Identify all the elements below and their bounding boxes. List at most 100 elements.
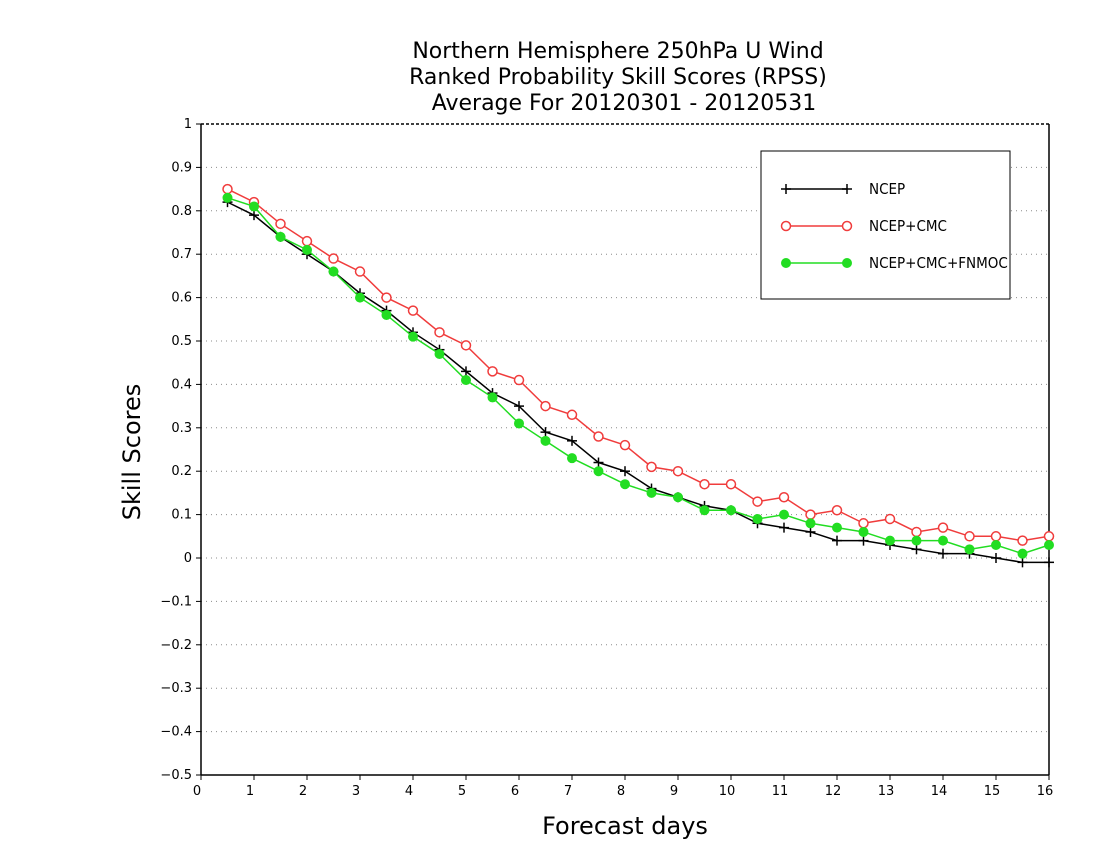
y-tick-label: 0.4 — [171, 377, 192, 392]
series-point — [646, 487, 657, 498]
series-point — [937, 522, 949, 533]
series-point — [646, 461, 657, 473]
series-point — [842, 258, 852, 268]
series-point — [858, 518, 869, 529]
x-tick-label: 6 — [511, 784, 519, 799]
chart-title-line-3: Average For 20120301 - 20120531 — [432, 91, 817, 116]
series-point — [222, 192, 233, 203]
y-tick-label: 0 — [184, 551, 192, 566]
x-tick-label: 14 — [931, 784, 948, 799]
series-point — [355, 292, 365, 303]
series-point — [726, 505, 736, 516]
series-point — [434, 327, 445, 338]
y-tick-label: 1 — [184, 117, 192, 132]
x-tick-label: 4 — [405, 784, 413, 799]
series-point — [567, 435, 577, 446]
series-point — [619, 439, 631, 451]
y-axis-label: Skill Scores — [118, 384, 146, 521]
series-point — [805, 518, 816, 529]
series-point — [841, 220, 853, 232]
x-tick-label: 12 — [825, 784, 842, 799]
series-point — [1044, 557, 1054, 568]
y-tick-label: 0.1 — [171, 508, 192, 523]
legend: NCEP NCEP+CMC NCEP+CMC+FNMOC — [760, 150, 1011, 300]
series-point — [842, 184, 852, 194]
series-point — [884, 513, 896, 525]
series-ncep — [222, 197, 1054, 568]
series-point — [408, 331, 418, 342]
series-point — [1017, 557, 1028, 568]
series-point — [805, 526, 816, 537]
series-point — [991, 553, 1001, 563]
series-point — [460, 340, 472, 351]
legend-box — [760, 150, 1011, 300]
chart-title: Northern Hemisphere 250hPa U Wind Ranked… — [409, 39, 827, 116]
axes: −0.5 −0.4 −0.3 −0.2 −0.1 0 0.1 0.2 0.3 0.4 0.5 0.6 0… — [160, 117, 1053, 799]
series-point — [778, 491, 790, 503]
series-point — [858, 526, 869, 537]
legend-label: NCEP+CMC+FNMOC — [869, 254, 1008, 272]
y-tick-label: 0.7 — [171, 247, 192, 262]
x-tick-label: 9 — [670, 784, 678, 799]
x-tick-label: 8 — [617, 784, 625, 799]
series-point — [938, 535, 948, 546]
chart-title-line-1: Northern Hemisphere 250hPa U Wind — [412, 39, 823, 64]
series-point — [1043, 531, 1055, 542]
y-tick-label: 0.2 — [171, 464, 192, 479]
series-point — [725, 478, 737, 490]
series-point — [911, 526, 922, 538]
series-point — [885, 535, 895, 546]
series-point — [514, 401, 524, 412]
series-point — [673, 492, 683, 503]
y-tick-label: 0.6 — [171, 291, 192, 306]
x-tick-label: 15 — [984, 784, 1001, 799]
series-ncep-cmc-fnmoc — [222, 192, 1054, 559]
series-point — [381, 292, 392, 303]
series-point — [354, 266, 366, 277]
series-point — [752, 513, 763, 524]
y-tick-label: −0.3 — [160, 681, 192, 696]
series-point — [805, 509, 816, 520]
series-point — [832, 522, 842, 533]
series-point — [328, 266, 339, 277]
series-point — [780, 220, 792, 232]
series-point — [781, 258, 791, 268]
data-series — [222, 183, 1055, 568]
y-tick-label: −0.1 — [160, 594, 192, 609]
series-point — [699, 478, 710, 490]
series-point — [434, 349, 445, 360]
legend-label: NCEP — [869, 180, 905, 198]
series-point — [328, 253, 339, 264]
chart-title-line-2: Ranked Probability Skill Scores (RPSS) — [409, 65, 827, 90]
series-point — [540, 400, 551, 412]
series-ncep-cmc — [222, 183, 1055, 546]
series-point — [540, 435, 551, 446]
series-point — [779, 522, 789, 533]
x-tick-label: 11 — [772, 784, 789, 799]
series-point — [593, 431, 604, 442]
y-tick-label: 0.9 — [171, 160, 192, 175]
series-point — [566, 409, 578, 421]
series-point — [911, 544, 922, 555]
series-point — [1017, 535, 1028, 546]
series-point — [964, 544, 975, 555]
series-point — [593, 466, 604, 477]
series-point — [461, 375, 471, 386]
y-tick-label: 0.3 — [171, 421, 192, 436]
series-point — [699, 505, 710, 516]
series-point — [1017, 548, 1028, 559]
series-point — [593, 457, 604, 468]
legend-label: NCEP+CMC — [869, 217, 947, 235]
x-tick-label: 0 — [193, 784, 201, 799]
series-point — [381, 309, 392, 320]
x-tick-label: 3 — [352, 784, 360, 799]
series-point — [1044, 539, 1054, 550]
x-tick-label: 13 — [878, 784, 895, 799]
series-point — [407, 305, 419, 316]
x-tick-label: 16 — [1037, 784, 1054, 799]
y-tick-label: 0.8 — [171, 204, 192, 219]
x-tick-label: 10 — [719, 784, 736, 799]
series-point — [222, 183, 233, 195]
series-point — [540, 427, 551, 438]
